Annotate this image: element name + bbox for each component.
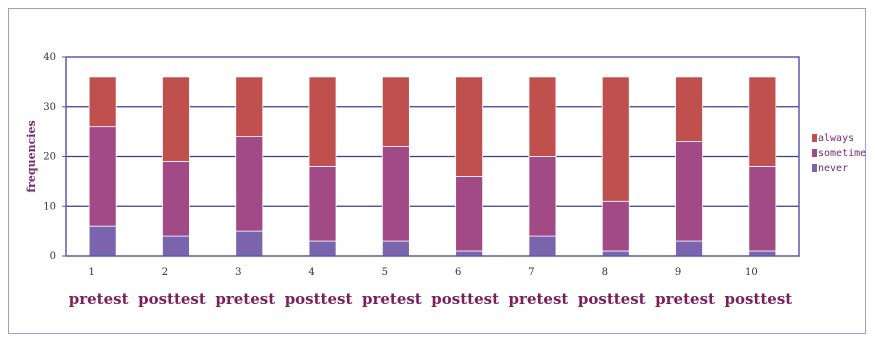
bar-never-4 — [309, 241, 336, 256]
bar-never-1 — [89, 226, 116, 256]
y-tick-label-20: 20 — [43, 152, 56, 163]
group-label-6: posttest — [431, 290, 499, 308]
bar-sometimes-7 — [529, 157, 556, 237]
x-tick-label-3: 3 — [235, 267, 241, 278]
bar-never-9 — [676, 241, 703, 256]
x-axis-ticks: 1 2 3 4 5 6 7 8 9 10 — [88, 267, 757, 278]
legend: always sometimes never — [812, 133, 867, 174]
legend-label-always: always — [818, 133, 854, 144]
y-axis-label: frequencies — [25, 120, 38, 192]
bar-always-1 — [89, 77, 116, 127]
x-tick-label-2: 2 — [162, 267, 168, 278]
bar-sometimes-1 — [89, 127, 116, 226]
legend-swatch-never — [812, 164, 817, 172]
x-tick-label-10: 10 — [745, 267, 758, 278]
group-label-2: posttest — [138, 290, 206, 308]
legend-swatch-always — [812, 134, 817, 142]
y-tick-label-0: 0 — [50, 251, 56, 262]
bar-always-8 — [602, 77, 629, 201]
x-tick-label-4: 4 — [308, 267, 314, 278]
bar-always-9 — [676, 77, 703, 142]
bar-sometimes-3 — [236, 137, 263, 232]
bar-always-7 — [529, 77, 556, 157]
group-labels: pretest posttest pretest posttest pretest pos… — [69, 290, 793, 308]
group-label-5: pretest — [362, 290, 422, 308]
group-label-3: pretest — [215, 290, 275, 308]
group-label-10: posttest — [724, 290, 792, 308]
y-tick-label-30: 30 — [43, 102, 56, 113]
y-axis-ticks: 0 10 20 30 40 — [43, 52, 66, 262]
bar-never-2 — [162, 236, 189, 256]
bar-always-5 — [382, 77, 409, 147]
group-label-9: pretest — [655, 290, 715, 308]
group-label-7: pretest — [509, 290, 569, 308]
legend-label-sometimes: sometimes — [818, 148, 867, 159]
bar-always-4 — [309, 77, 336, 167]
bar-never-5 — [382, 241, 409, 256]
y-tick-label-40: 40 — [43, 52, 56, 63]
bar-sometimes-5 — [382, 147, 409, 242]
bar-sometimes-8 — [602, 201, 629, 251]
legend-swatch-sometimes — [812, 149, 817, 157]
bar-sometimes-2 — [162, 161, 189, 236]
bar-sometimes-9 — [676, 142, 703, 242]
bar-sometimes-10 — [749, 166, 776, 251]
bar-always-6 — [456, 77, 483, 176]
bar-sometimes-6 — [456, 176, 483, 251]
bar-always-3 — [236, 77, 263, 137]
x-tick-label-1: 1 — [88, 267, 94, 278]
bars — [89, 77, 776, 256]
x-tick-label-9: 9 — [675, 267, 681, 278]
bar-never-3 — [236, 231, 263, 256]
bar-always-10 — [749, 77, 776, 167]
y-tick-label-10: 10 — [43, 201, 56, 212]
group-label-1: pretest — [69, 290, 129, 308]
bar-never-7 — [529, 236, 556, 256]
legend-label-never: never — [818, 163, 848, 174]
x-tick-label-7: 7 — [528, 267, 534, 278]
x-tick-label-6: 6 — [455, 267, 461, 278]
x-tick-label-5: 5 — [382, 267, 388, 278]
group-label-8: posttest — [578, 290, 646, 308]
chart-frame: 0 10 20 30 40 1 2 3 4 5 6 7 8 9 10 pretest posttest pre… — [8, 8, 866, 334]
bar-sometimes-4 — [309, 166, 336, 241]
bar-always-2 — [162, 77, 189, 162]
group-label-4: posttest — [285, 290, 353, 308]
x-tick-label-8: 8 — [602, 267, 608, 278]
